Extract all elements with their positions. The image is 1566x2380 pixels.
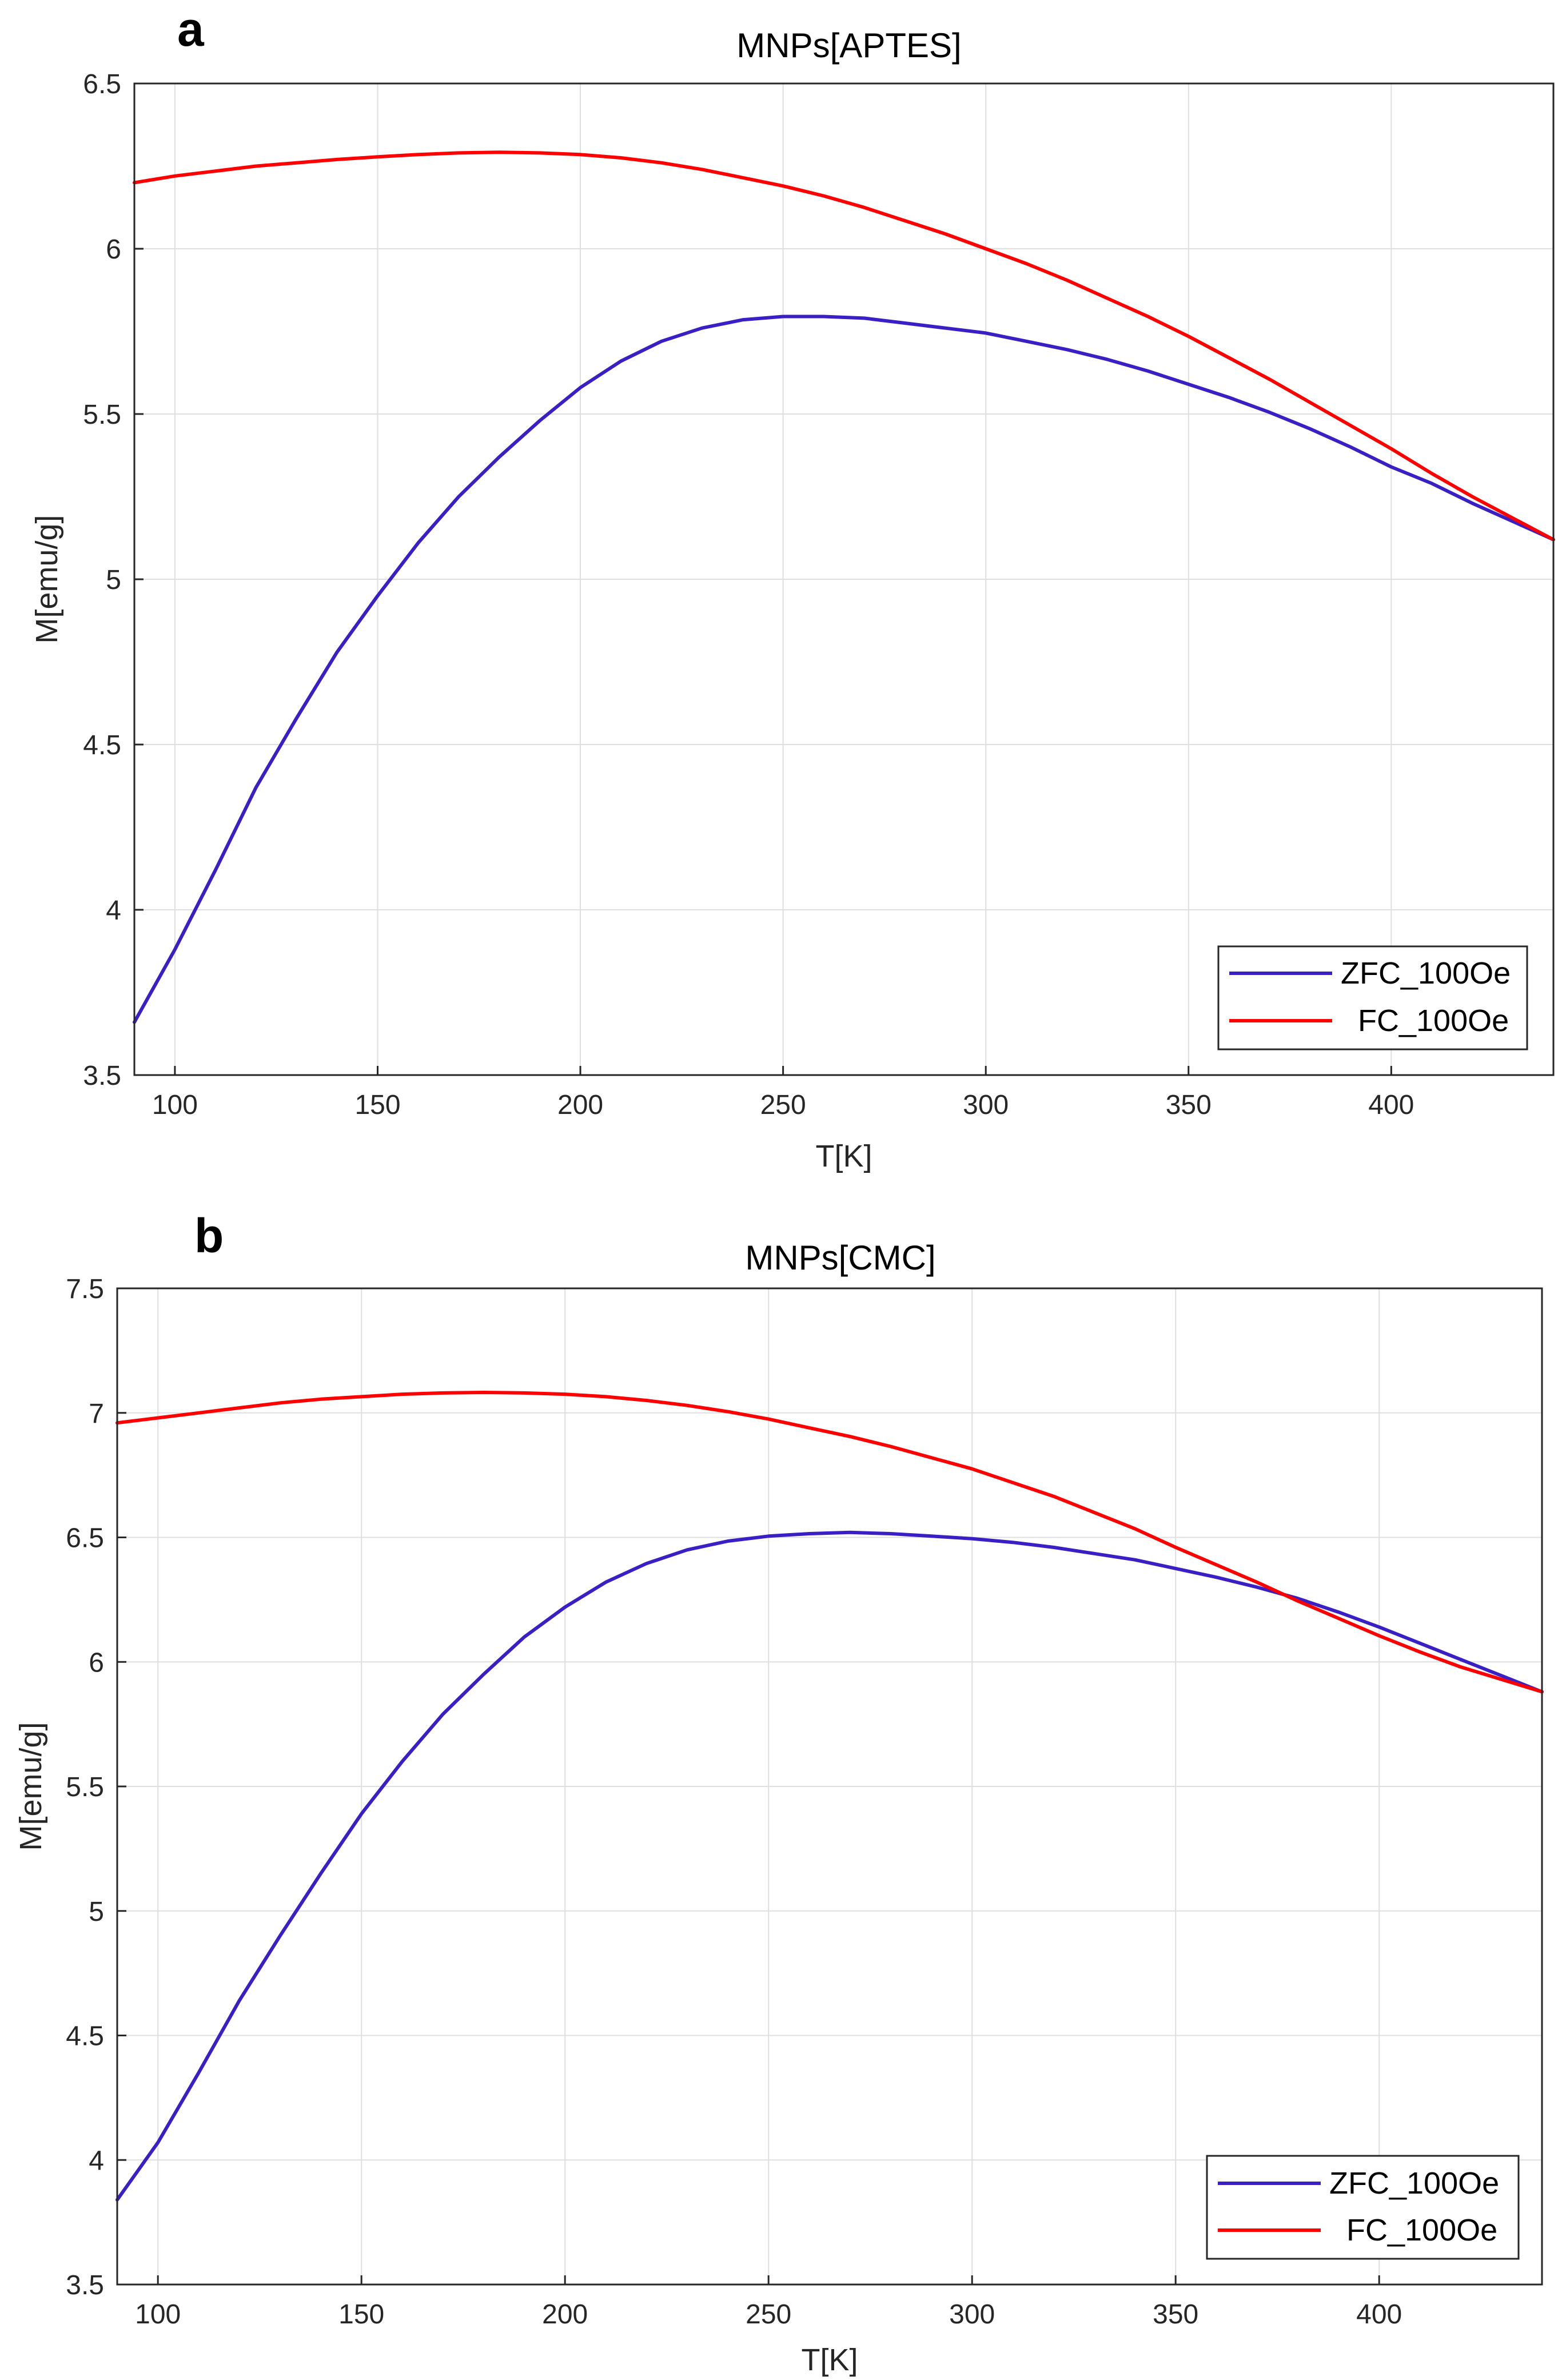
- panel-a-y-tick-label-1: 4: [106, 896, 121, 926]
- panel-b-x-tick-label-4: 300: [949, 2299, 995, 2330]
- panel-a-y-axis-label: M[emu/g]: [30, 515, 64, 643]
- panel-b-y-tick-label-0: 3.5: [66, 2270, 104, 2301]
- panel-b-letter: b: [194, 1209, 224, 1263]
- panel-a-x-axis-label: T[K]: [815, 1139, 872, 1173]
- panel-a-x-tick-label-2: 200: [557, 1090, 603, 1120]
- panel-b-series-fc-line: [115, 1391, 1544, 1694]
- panel-b-y-tick-label-7: 7: [89, 1399, 104, 1429]
- panel-a-series-fc-line: [133, 150, 1555, 542]
- panel-a: a MNPs[APTES] 100 150 200 250 300 350 400 3.5 4…: [30, 2, 1555, 1173]
- panel-b-y-tick-label-2: 4.5: [66, 2021, 104, 2052]
- panel-a-series-zfc-line: [133, 315, 1555, 1024]
- panel-a-x-tick-label-5: 350: [1166, 1090, 1212, 1120]
- panel-a-y-tick-label-0: 3.5: [83, 1061, 121, 1091]
- panel-b-legend-fc-label: FC_100Oe: [1346, 2213, 1497, 2247]
- panel-a-x-tick-label-6: 400: [1368, 1090, 1414, 1120]
- panel-b-x-ticks: 100 150 200 250 300 350 400: [135, 2275, 1402, 2330]
- panel-a-series-layer: [133, 150, 1555, 1024]
- panel-b-x-tick-label-5: 350: [1153, 2299, 1198, 2330]
- panel-a-legend-fc-label: FC_100Oe: [1358, 1004, 1509, 1038]
- panel-a-letter: a: [177, 2, 205, 56]
- panel-b-title: MNPs[CMC]: [745, 1239, 935, 1277]
- panel-b-series-layer: [115, 1391, 1544, 2202]
- panel-a-legend-box: [1217, 945, 1528, 1050]
- panel-b-y-tick-label-5: 6: [89, 1647, 104, 1678]
- panel-a-y-tick-label-2: 4.5: [83, 730, 121, 761]
- panel-a-y-tick-label-4: 5.5: [83, 400, 121, 430]
- panel-b-legend-zfc-label: ZFC_100Oe: [1329, 2166, 1499, 2200]
- panel-a-legend-zfc-label: ZFC_100Oe: [1341, 956, 1511, 990]
- panel-a-x-tick-label-4: 300: [963, 1090, 1009, 1120]
- panel-b-x-tick-label-3: 250: [746, 2299, 791, 2330]
- panel-b-series-zfc-line: [115, 1530, 1544, 2202]
- panel-b-legend-box: [1206, 2155, 1520, 2260]
- panel-b-legend: ZFC_100Oe FC_100Oe: [1206, 2155, 1520, 2260]
- panel-b-y-tick-label-4: 5.5: [66, 1772, 104, 1802]
- panel-b-y-tick-label-1: 4: [89, 2146, 104, 2176]
- panel-b-x-tick-label-6: 400: [1356, 2299, 1402, 2330]
- panel-a-title: MNPs[APTES]: [736, 26, 961, 65]
- panel-a-y-tick-label-5: 6: [106, 234, 121, 265]
- panel-b-x-tick-label-2: 200: [542, 2299, 588, 2330]
- panel-a-y-ticks: 3.5 4 4.5 5 5.5 6 6.5: [83, 69, 144, 1091]
- panel-b-x-axis-label: T[K]: [801, 2343, 858, 2377]
- panel-b-y-axis-label: M[emu/g]: [14, 1722, 48, 1850]
- panel-b-x-tick-label-0: 100: [135, 2299, 181, 2330]
- panel-a-y-tick-label-6: 6.5: [83, 69, 121, 100]
- panel-a-x-tick-label-1: 150: [354, 1090, 400, 1120]
- panel-b-y-tick-label-8: 7.5: [66, 1274, 104, 1304]
- panel-a-y-tick-label-3: 5: [106, 565, 121, 595]
- panel-b-y-ticks: 3.5 4 4.5 5 5.5 6 6.5 7 7.5: [66, 1274, 126, 2301]
- panel-b: b MNPs[CMC] 100 150 200 250 300 350 400 3.5 4 4.…: [14, 1209, 1544, 2377]
- panel-b-x-tick-label-1: 150: [338, 2299, 384, 2330]
- panel-b-y-tick-label-3: 5: [89, 1897, 104, 1927]
- panel-a-x-tick-label-3: 250: [760, 1090, 806, 1120]
- panel-a-x-tick-label-0: 100: [152, 1090, 198, 1120]
- panel-a-x-ticks: 100 150 200 250 300 350 400: [152, 1066, 1414, 1120]
- panel-a-legend: ZFC_100Oe FC_100Oe: [1217, 945, 1528, 1050]
- panel-b-y-tick-label-6: 6.5: [66, 1523, 104, 1554]
